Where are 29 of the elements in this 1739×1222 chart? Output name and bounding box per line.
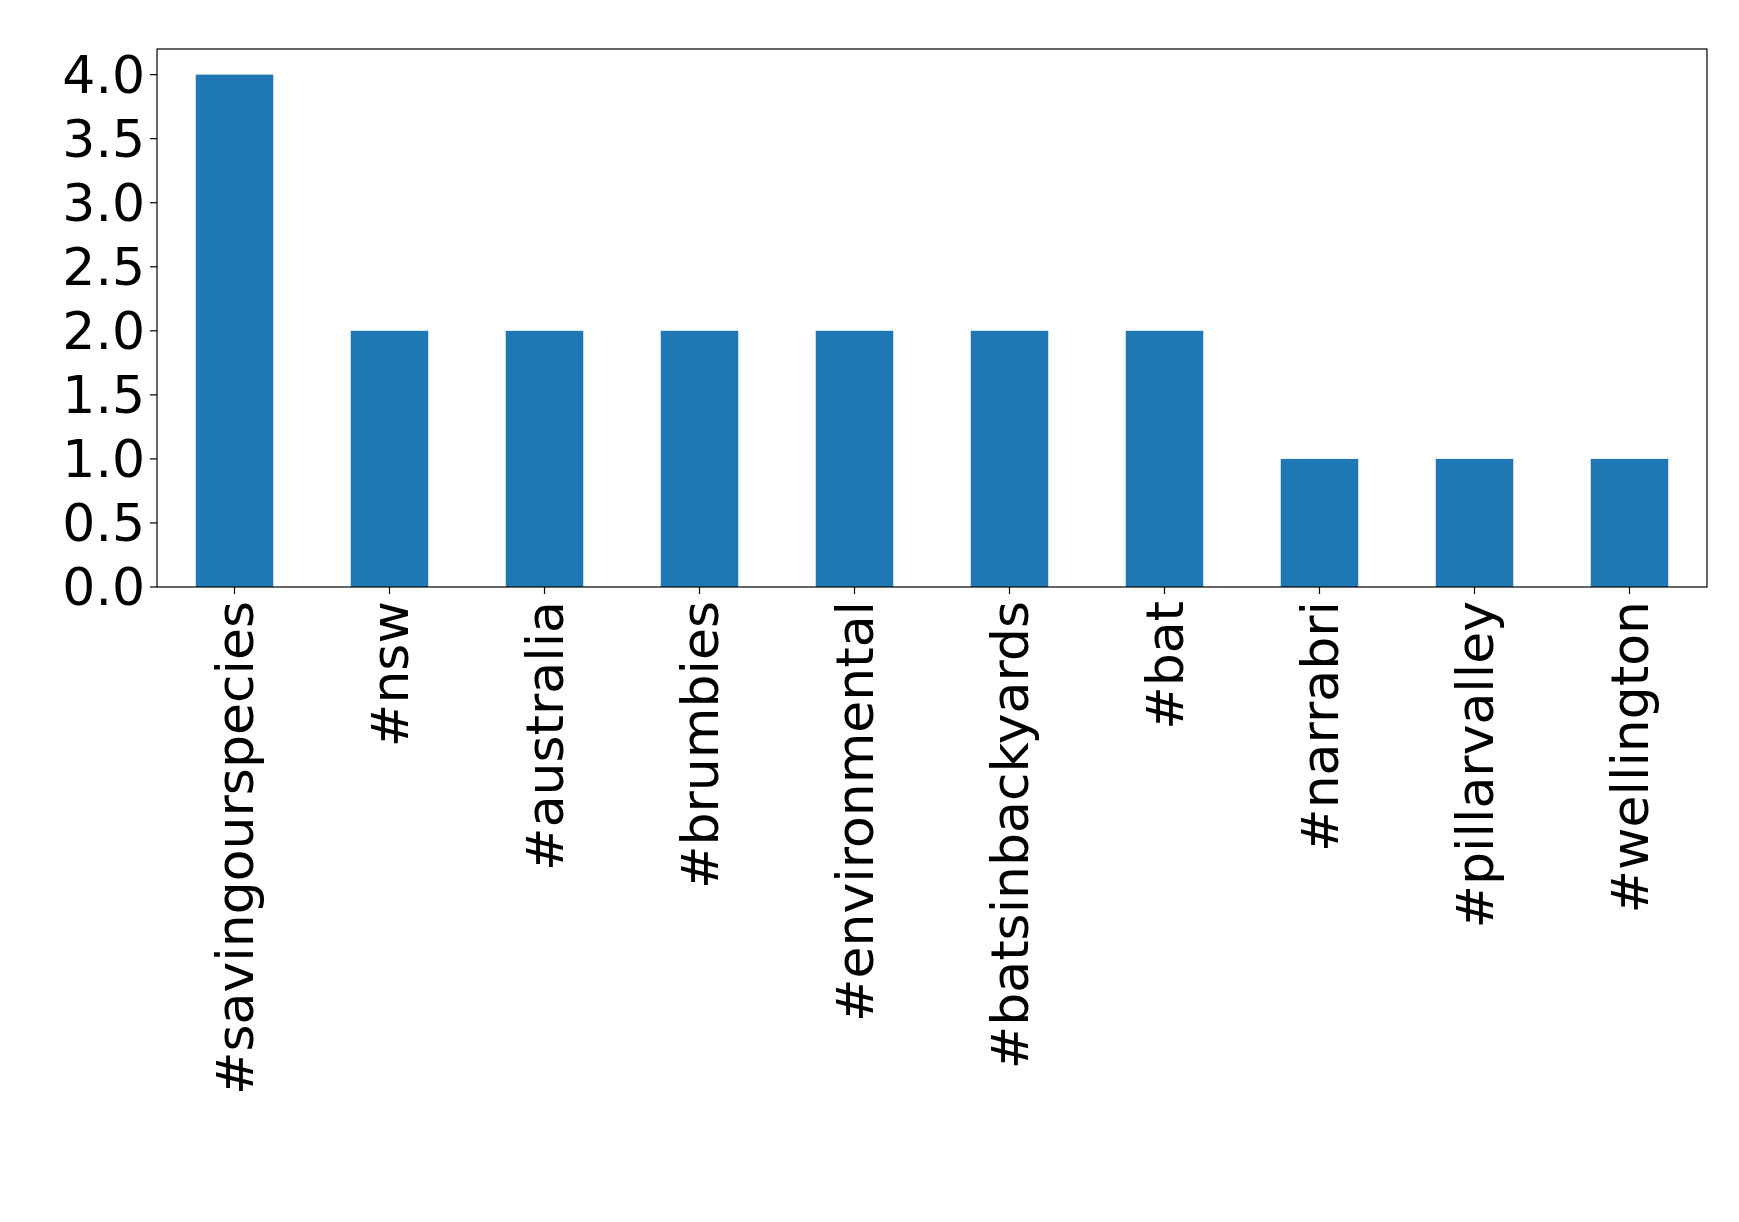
bar bbox=[1435, 458, 1514, 587]
x-tick-label: #bat bbox=[1134, 601, 1195, 730]
y-tick-label: 3.0 bbox=[62, 172, 145, 233]
x-tick-label: #australia bbox=[514, 601, 575, 871]
x-tick-label: #environmental bbox=[824, 601, 885, 1023]
y-tick-label: 1.0 bbox=[62, 429, 145, 490]
y-tick-label: 1.5 bbox=[62, 365, 145, 426]
bar bbox=[660, 330, 739, 587]
bar bbox=[1590, 458, 1669, 587]
bar bbox=[1125, 330, 1204, 587]
y-tick-label: 0.5 bbox=[62, 493, 145, 554]
x-tick-label: #savingourspecies bbox=[204, 601, 265, 1096]
bar bbox=[505, 330, 584, 587]
bar bbox=[195, 74, 274, 587]
bar bbox=[350, 330, 429, 587]
bar bbox=[1280, 458, 1359, 587]
y-tick-label: 2.0 bbox=[62, 301, 145, 362]
x-tick-label: #narrabri bbox=[1289, 601, 1350, 852]
bar bbox=[970, 330, 1049, 587]
x-tick-label: #wellington bbox=[1599, 601, 1660, 914]
y-tick-label: 2.5 bbox=[62, 236, 145, 297]
x-tick-label: #pillarvalley bbox=[1444, 601, 1505, 929]
x-tick-label: #nsw bbox=[359, 601, 420, 748]
y-tick-label: 4.0 bbox=[62, 44, 145, 105]
bar bbox=[815, 330, 894, 587]
y-tick-label: 3.5 bbox=[62, 108, 145, 169]
y-tick-label: 0.0 bbox=[62, 557, 145, 618]
x-tick-label: #brumbies bbox=[669, 601, 730, 890]
x-tick-label: #batsinbackyards bbox=[979, 601, 1040, 1070]
